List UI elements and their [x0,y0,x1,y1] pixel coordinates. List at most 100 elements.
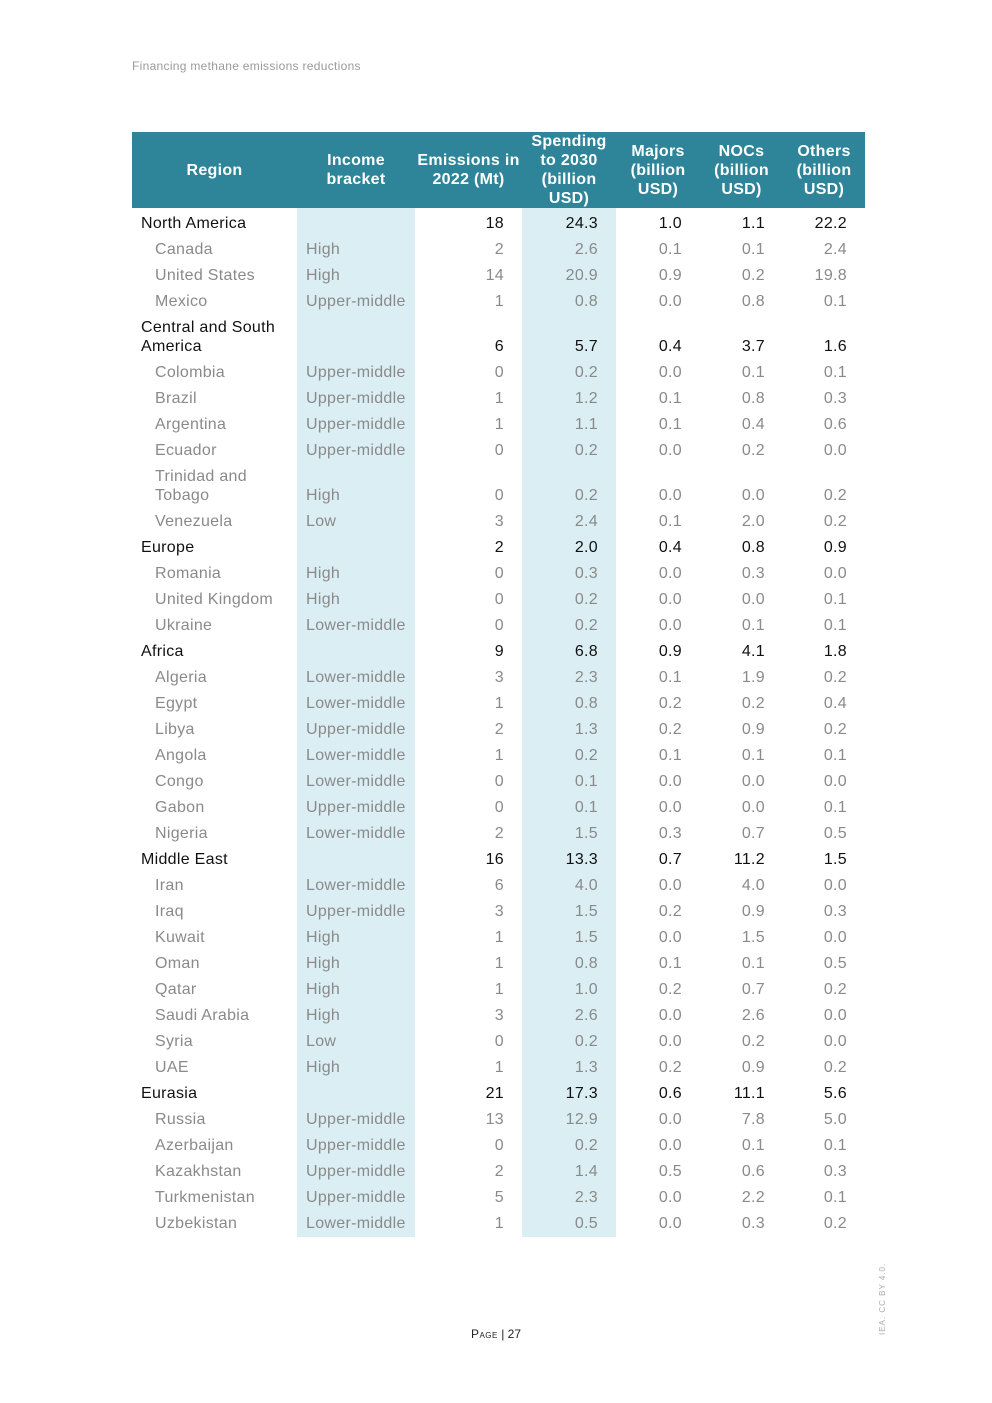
cell-income: High [297,587,415,613]
cell-emissions: 0 [494,617,504,634]
cell-emissions: 14 [485,267,504,284]
cell-nocs: 4.1 [741,643,765,660]
cell-nocs: 0.0 [741,591,765,608]
cell-nocs: 1.9 [741,669,765,686]
cell-majors: 0.0 [658,1215,682,1232]
cell-nocs: 4.0 [741,877,765,894]
cell-emissions: 16 [485,851,504,868]
cell-spending: 1.5 [522,925,616,951]
cell-emissions: 9 [494,643,504,660]
cell-income: Lower-middle [297,691,415,717]
cell-income: Upper-middle [297,386,415,412]
cell-majors: 0.0 [658,591,682,608]
cell-majors: 0.2 [658,695,682,712]
cell-others: 0.4 [823,695,847,712]
cell-spending: 0.1 [522,795,616,821]
cell-majors: 0.0 [658,1033,682,1050]
cell-majors: 0.9 [658,643,682,660]
cell-name: Romania [155,565,222,582]
cell-majors: 0.1 [658,513,682,530]
cell-majors: 0.1 [658,390,682,407]
cell-income: High [297,951,415,977]
cell-income: Lower-middle [297,743,415,769]
country-row: Russia Upper-middle 13 12.9 0.0 7.8 5.0 [132,1107,865,1133]
cell-emissions: 2 [494,539,504,556]
cell-spending: 0.2 [522,613,616,639]
cell-name: United Kingdom [155,591,274,608]
cell-spending: 1.3 [522,1055,616,1081]
cell-majors: 0.1 [658,955,682,972]
cell-name: Venezuela [155,513,233,530]
cell-others: 0.1 [823,1137,847,1154]
cell-others: 0.5 [823,955,847,972]
cell-income: Upper-middle [297,1133,415,1159]
cell-income [297,847,415,873]
cell-nocs: 2.2 [741,1189,765,1206]
cell-spending: 0.8 [522,289,616,315]
cell-spending: 2.6 [522,237,616,263]
cell-income: Lower-middle [297,1211,415,1237]
cell-majors: 0.1 [658,669,682,686]
cell-others: 0.2 [823,487,847,504]
cell-spending: 5.7 [522,315,616,360]
cell-emissions: 3 [494,903,504,920]
cell-spending: 0.8 [522,691,616,717]
cell-others: 0.3 [823,1163,847,1180]
cell-others: 0.0 [823,929,847,946]
cell-name: Eurasia [141,1085,198,1102]
country-row: Gabon Upper-middle 0 0.1 0.0 0.0 0.1 [132,795,865,821]
cell-nocs: 0.7 [741,981,765,998]
page-label: Page [470,1327,498,1341]
cell-name: Oman [155,955,200,972]
cell-majors: 0.0 [658,364,682,381]
cell-name: Argentina [155,416,227,433]
cell-name: Algeria [155,669,207,686]
cell-emissions: 2 [494,241,504,258]
cell-nocs: 0.3 [741,1215,765,1232]
cell-income: High [297,561,415,587]
cell-majors: 0.4 [658,338,682,355]
country-row: Saudi Arabia High 3 2.6 0.0 2.6 0.0 [132,1003,865,1029]
cell-income: Lower-middle [297,821,415,847]
cell-income [297,315,415,360]
cell-name: United States [155,267,255,284]
cell-majors: 0.2 [658,1059,682,1076]
cell-name: UAE [155,1059,189,1076]
country-row: United Kingdom High 0 0.2 0.0 0.0 0.1 [132,587,865,613]
cell-spending: 2.3 [522,1185,616,1211]
cell-income: Upper-middle [297,899,415,925]
header-emissions: Emissions in 2022 (Mt) [415,132,522,208]
cell-majors: 0.7 [658,851,682,868]
cell-spending: 2.6 [522,1003,616,1029]
cell-emissions: 6 [494,338,504,355]
cell-majors: 0.0 [658,799,682,816]
cell-majors: 0.1 [658,241,682,258]
cell-name: Ecuador [155,442,217,459]
cell-income: Lower-middle [297,665,415,691]
cell-emissions: 13 [485,1111,504,1128]
cell-others: 0.2 [823,721,847,738]
cell-others: 0.3 [823,903,847,920]
cell-spending: 0.2 [522,360,616,386]
country-row: Congo Lower-middle 0 0.1 0.0 0.0 0.0 [132,769,865,795]
header-majors: Majors (billion USD) [616,132,700,208]
country-row: Syria Low 0 0.2 0.0 0.2 0.0 [132,1029,865,1055]
cell-income: Lower-middle [297,613,415,639]
cell-nocs: 7.8 [741,1111,765,1128]
cell-emissions: 0 [494,591,504,608]
cell-others: 0.0 [823,877,847,894]
cell-emissions: 1 [494,929,504,946]
cell-income: Low [297,509,415,535]
cell-emissions: 0 [494,487,504,504]
cell-nocs: 11.1 [733,1085,765,1102]
cell-nocs: 2.0 [741,513,765,530]
running-head: Financing methane emissions reductions [132,59,361,73]
cell-name: Canada [155,241,213,258]
country-row: Iraq Upper-middle 3 1.5 0.2 0.9 0.3 [132,899,865,925]
cell-others: 1.8 [823,643,847,660]
cell-emissions: 0 [494,1137,504,1154]
table-body: North America 18 24.3 1.0 1.1 22.2 Canada High 2… [132,208,865,1237]
cell-name: Europe [141,539,195,556]
cell-nocs: 0.8 [741,293,765,310]
cell-emissions: 0 [494,773,504,790]
